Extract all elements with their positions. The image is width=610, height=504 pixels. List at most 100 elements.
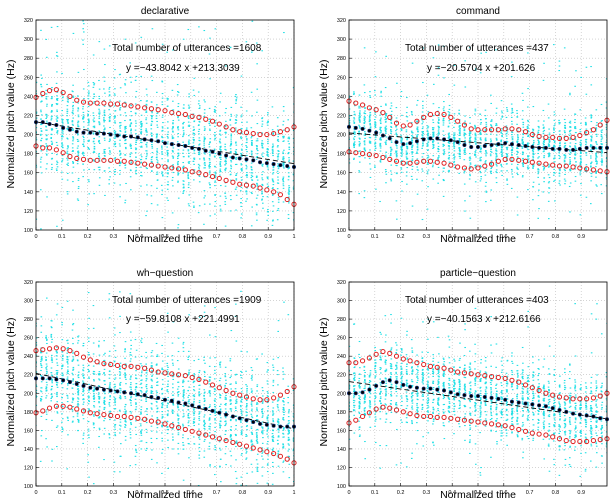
scatter-point [82,404,84,405]
scatter-point [125,79,127,80]
scatter-point [575,154,577,155]
scatter-point [225,168,227,169]
scatter-point [82,164,84,165]
scatter-point [580,145,582,146]
scatter-point [230,166,232,167]
scatter-point [98,398,100,399]
scatter-point [283,177,285,178]
scatter-point [358,151,360,152]
scatter-point [543,151,545,152]
scatter-point [57,425,59,426]
scatter-point [135,167,137,168]
scatter-point [145,150,147,151]
scatter-point [183,156,185,157]
scatter-point [130,145,132,146]
scatter-point [157,162,159,163]
scatter-point [385,105,387,106]
scatter-point [490,189,492,190]
scatter-point [538,156,540,157]
scatter-point [151,171,153,172]
scatter-point [245,145,247,146]
scatter-point [167,155,169,156]
scatter-point [62,100,64,101]
scatter-point [41,157,43,158]
scatter-point [172,101,174,102]
scatter-point [203,224,205,225]
scatter-point [267,143,269,144]
scatter-point [543,63,545,64]
scatter-point [278,199,280,200]
scatter-point [559,169,561,170]
scatter-point [83,126,85,127]
scatter-point [104,353,106,354]
scatter-point [152,148,154,149]
scatter-point [41,130,43,131]
scatter-point [359,122,361,123]
mean-point [524,144,527,147]
scatter-point [235,94,237,95]
scatter-point [411,139,413,140]
scatter-point [416,153,418,154]
scatter-point [490,155,492,156]
scatter-point [385,133,387,134]
scatter-point [209,146,211,147]
x-tick-label: 0.2 [84,234,92,240]
scatter-point [61,324,63,325]
scatter-point [427,135,429,136]
scatter-point [438,117,440,118]
scatter-point [220,171,222,172]
scatter-point [491,126,493,127]
scatter-point [188,122,190,123]
scatter-point [172,158,174,159]
scatter-point [272,144,274,145]
scatter-point [178,153,180,154]
scatter-point [385,115,387,116]
scatter-point [500,164,502,165]
scatter-point [40,110,42,111]
scatter-point [448,138,450,139]
scatter-point [569,186,571,187]
scatter-point [380,121,382,122]
scatter-point [220,147,222,148]
scatter-point [554,155,556,156]
scatter-point [146,101,148,102]
scatter-point [125,139,127,140]
scatter-point [417,100,419,101]
scatter-point [99,374,101,375]
scatter-point [358,193,360,194]
scatter-point [66,158,68,159]
scatter-point [82,153,84,154]
scatter-point [411,147,413,148]
scatter-point [72,120,74,121]
scatter-point [51,355,53,356]
scatter-point [209,172,211,173]
scatter-point [543,110,545,111]
scatter-point [225,133,227,134]
scatter-point [391,114,393,115]
scatter-point [67,417,69,418]
scatter-point [93,119,95,120]
scatter-point [390,122,392,123]
scatter-point [490,134,492,135]
scatter-point [193,90,195,91]
scatter-point [543,157,545,158]
scatter-point [203,167,205,168]
scatter-point [380,130,382,131]
scatter-point [496,140,498,141]
scatter-point [453,142,455,143]
scatter-point [193,161,195,162]
scatter-point [262,156,264,157]
scatter-point [51,116,53,117]
scatter-point [120,125,122,126]
x-tick-label: 0 [347,234,350,240]
scatter-point [188,141,190,142]
scatter-point [61,422,63,423]
scatter-point [56,119,58,120]
scatter-point [194,95,196,96]
scatter-point [230,141,232,142]
scatter-point [601,150,603,151]
scatter-point [151,133,153,134]
scatter-point [188,135,190,136]
mean-point [476,145,479,148]
scatter-point [193,134,195,135]
